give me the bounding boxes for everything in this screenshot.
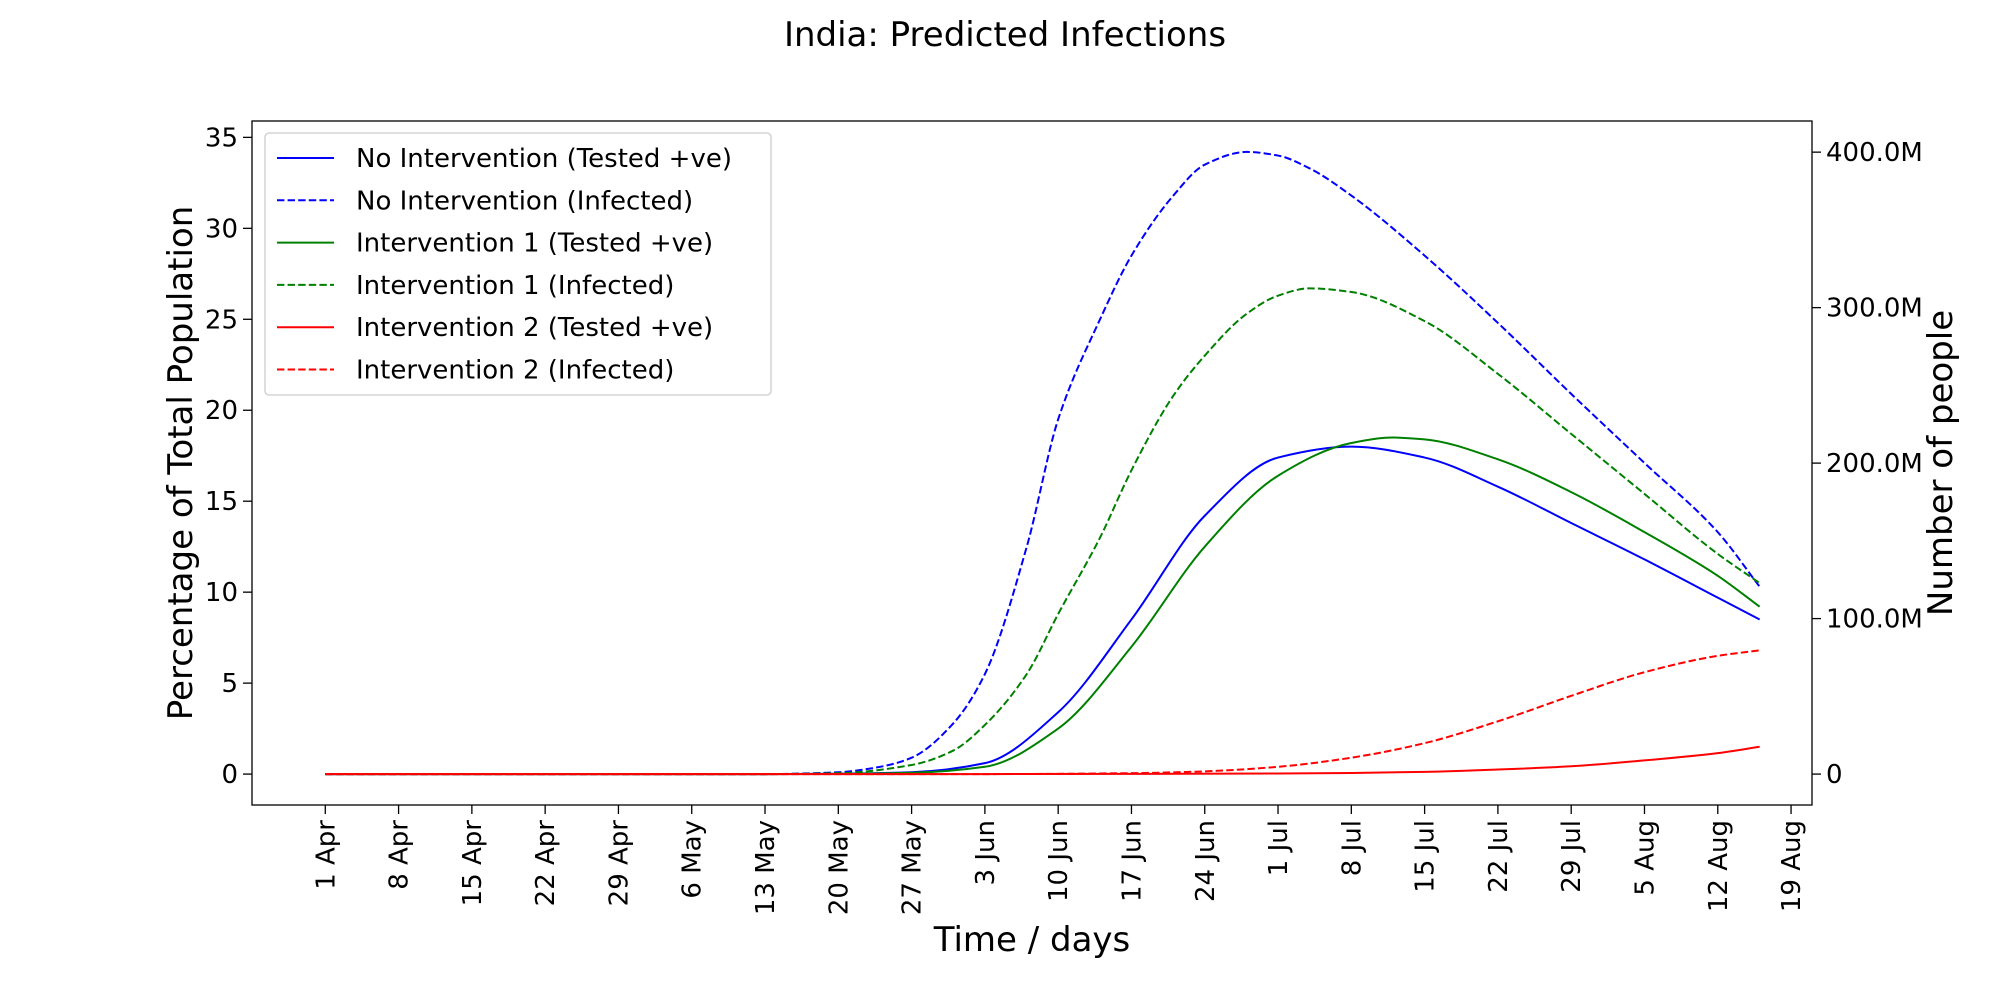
legend-label: Intervention 1 (Tested +ve)	[356, 229, 713, 259]
y-tick-label: 25	[205, 305, 238, 335]
series-line-intervention-1-tested-ve	[325, 436, 1761, 776]
x-tick-label: 20 May	[824, 820, 854, 915]
y2-tick-label: 0	[1826, 760, 1843, 790]
y-axis-left: 0 5 10 15 20 25 30 35	[205, 123, 252, 790]
x-tick-label: 1 Jul	[1264, 820, 1294, 876]
x-tick-label: 24 Jun	[1191, 820, 1221, 902]
y-tick-label: 0	[221, 760, 238, 790]
y-tick-label: 20	[205, 396, 238, 426]
x-tick-label: 8 Apr	[385, 820, 415, 890]
x-tick-label: 19 Aug	[1777, 820, 1807, 912]
x-axis: 1 Apr 8 Apr 15 Apr 22 Apr 29 Apr 6 May 13 May 2…	[311, 805, 1807, 915]
x-tick-label: 29 Jul	[1557, 820, 1587, 893]
legend-label: No Intervention (Tested +ve)	[356, 144, 732, 174]
x-tick-label: 8 Jul	[1337, 820, 1367, 876]
y2-axis-label: Number of people	[1921, 310, 1961, 616]
legend-label: Intervention 2 (Infected)	[356, 356, 674, 386]
chart-title: India: Predicted Infections	[784, 15, 1226, 55]
y2-tick-label: 100.0M	[1826, 605, 1923, 635]
y-tick-label: 35	[205, 123, 238, 153]
x-tick-label: 29 Apr	[604, 820, 634, 907]
series-line-no-intervention-tested-ve	[325, 445, 1761, 776]
legend: No Intervention (Tested +ve) No Intervent…	[264, 132, 772, 396]
y2-tick-label: 400.0M	[1826, 138, 1923, 168]
legend-frame	[264, 132, 772, 396]
series-line-intervention-2-tested-ve	[325, 745, 1760, 776]
series-line-intervention-1-infected	[325, 287, 1761, 776]
x-axis-label: Time / days	[933, 920, 1131, 960]
x-tick-label: 5 Aug	[1630, 820, 1660, 896]
legend-label: No Intervention (Infected)	[356, 186, 693, 216]
x-tick-label: 27 May	[898, 820, 928, 915]
series-line-intervention-2-infected	[325, 649, 1760, 776]
series-line-no-intervention-infected	[325, 150, 1761, 776]
y-tick-label: 5	[221, 669, 238, 699]
x-tick-label: 22 Apr	[531, 820, 561, 907]
x-tick-label: 3 Jun	[971, 820, 1001, 885]
x-tick-label: 13 May	[751, 820, 781, 915]
y2-tick-label: 300.0M	[1826, 294, 1923, 324]
x-tick-label: 12 Aug	[1704, 820, 1734, 912]
x-tick-label: 6 May	[678, 820, 708, 899]
legend-label: Intervention 1 (Infected)	[356, 271, 674, 301]
series-layer	[325, 150, 1761, 776]
y-axis-label: Percentage of Total Population	[161, 206, 201, 721]
x-tick-label: 1 Apr	[311, 820, 341, 890]
y-tick-label: 10	[205, 578, 238, 608]
y2-tick-label: 200.0M	[1826, 449, 1923, 479]
y-tick-label: 30	[205, 214, 238, 244]
x-tick-label: 10 Jun	[1044, 820, 1074, 902]
y-axis-right: 0 100.0M 200.0M 300.0M 400.0M	[1812, 138, 1923, 790]
x-tick-label: 17 Jun	[1117, 820, 1147, 902]
x-tick-label: 15 Apr	[458, 820, 488, 907]
legend-label: Intervention 2 (Tested +ve)	[356, 313, 713, 343]
y-tick-label: 15	[205, 487, 238, 517]
x-tick-label: 15 Jul	[1411, 820, 1441, 893]
x-tick-label: 22 Jul	[1484, 820, 1514, 893]
